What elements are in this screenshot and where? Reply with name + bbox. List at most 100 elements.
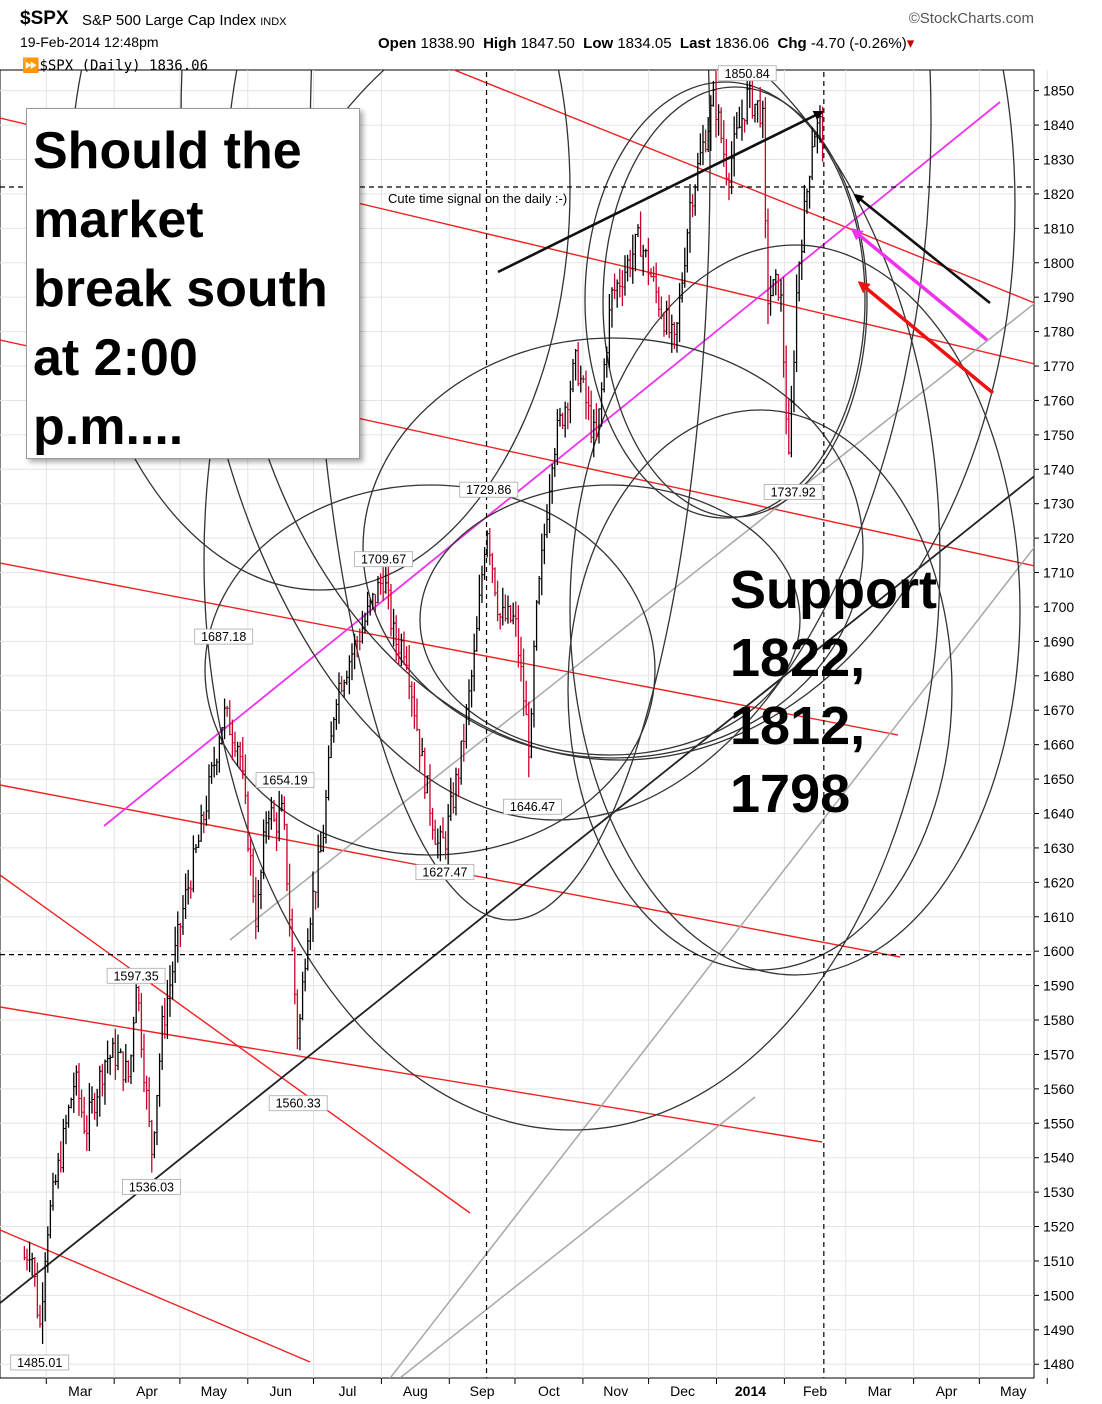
y-tick-label: 1590 [1043, 978, 1074, 994]
x-tick-label: Dec [670, 1383, 695, 1399]
price-label-box [763, 484, 823, 500]
source-credit[interactable]: ©StockCharts.com [908, 10, 1034, 27]
black-pointer-arrow [853, 193, 991, 305]
high-value: 1847.50 [520, 35, 575, 52]
y-tick-label: 1520 [1043, 1219, 1074, 1235]
price-label: 1485.01 [17, 1356, 62, 1370]
x-tick-label: May [1000, 1383, 1026, 1399]
price-label: 1597.35 [113, 969, 158, 983]
price-label-box [415, 864, 475, 881]
y-tick-label: 1550 [1043, 1115, 1074, 1131]
price-label: 1729.86 [466, 483, 511, 497]
time-signal-note: Cute time signal on the daily :-) [388, 191, 567, 206]
y-tick-label: 1800 [1043, 255, 1074, 271]
pink-pointer-arrow [850, 228, 989, 342]
price-label-box [503, 798, 562, 815]
symbol: $SPX [20, 8, 69, 29]
price-label: 1850.84 [725, 67, 770, 81]
y-tick-label: 1740 [1043, 461, 1074, 477]
y-tick-label: 1810 [1043, 220, 1074, 236]
y-tick-label: 1840 [1043, 117, 1074, 133]
y-tick-label: 1630 [1043, 840, 1074, 856]
price-label: 1536.03 [129, 1180, 174, 1194]
y-tick-label: 1580 [1043, 1012, 1074, 1028]
series-label-text: $SPX (Daily) 1836.06 [39, 58, 209, 74]
series-label: ⏩$SPX (Daily) 1836.06 [22, 58, 208, 74]
chg-value: -4.70 (-0.26%) [810, 35, 907, 52]
price-label: 1737.92 [771, 485, 816, 499]
support-levels: Support 1822, 1812, 1798 [730, 560, 937, 824]
note-text: Should the market break south at 2:00 p.… [33, 122, 328, 456]
y-tick-label: 1480 [1043, 1356, 1074, 1372]
last-label: Last [679, 35, 711, 52]
legend-icon: ⏩ [22, 58, 40, 74]
y-tick-label: 1690 [1043, 633, 1074, 649]
x-tick-label: 2014 [735, 1383, 766, 1399]
y-tick-label: 1500 [1043, 1287, 1074, 1303]
y-tick-label: 1660 [1043, 737, 1074, 753]
note-box: Should the market break south at 2:00 p.… [26, 108, 360, 459]
x-tick-label: Mar [868, 1383, 892, 1399]
price-label: 1560.33 [276, 1097, 321, 1111]
y-tick-label: 1530 [1043, 1184, 1074, 1200]
y-tick-label: 1780 [1043, 324, 1074, 340]
y-tick-label: 1490 [1043, 1322, 1074, 1338]
y-tick-label: 1600 [1043, 943, 1074, 959]
y-tick-label: 1830 [1043, 151, 1074, 167]
index-name: S&P 500 Large Cap Index INDX [82, 12, 286, 29]
timestamp: 19-Feb-2014 12:48pm [20, 34, 159, 50]
high-label: High [483, 35, 517, 52]
low-value: 1834.05 [617, 35, 672, 52]
open-label: Open [378, 35, 417, 52]
y-tick-label: 1670 [1043, 702, 1074, 718]
price-label-box [459, 481, 519, 498]
x-axis: Mar Apr May Jun Jul Aug Sep Oct Nov Dec 2014 Feb Mar… [45, 1378, 1048, 1399]
last-value: 1836.06 [714, 35, 770, 52]
y-tick-label: 1610 [1043, 909, 1074, 925]
y-tick-label: 1650 [1043, 771, 1074, 787]
price-label-box [717, 65, 777, 82]
x-tick-label: Sep [470, 1383, 495, 1399]
x-tick-label: Aug [403, 1383, 428, 1399]
y-tick-label: 1640 [1043, 805, 1074, 821]
up-arrow [497, 110, 824, 274]
price-labels: 1485.01 1597.35 1536.03 1687.18 1654.19 1560.… [10, 65, 823, 1371]
y-tick-label: 1680 [1043, 668, 1074, 684]
chg-label: Chg [777, 35, 807, 52]
y-tick-label: 1540 [1043, 1150, 1074, 1166]
y-tick-label: 1570 [1043, 1046, 1074, 1062]
price-label-box [194, 628, 254, 645]
y-tick-label: 1560 [1043, 1081, 1074, 1097]
y-tick-label: 1510 [1043, 1253, 1074, 1269]
x-tick-label: May [201, 1383, 227, 1399]
red-pointer-arrow [857, 281, 995, 395]
x-tick-label: Oct [538, 1383, 560, 1399]
price-label-box [10, 1354, 70, 1371]
y-tick-label: 1820 [1043, 186, 1074, 202]
x-tick-label: Feb [803, 1383, 827, 1399]
x-tick-label: Nov [603, 1383, 628, 1399]
y-axis: 1480 1490 1500 1510 1520 1530 1540 1550 1560 1570… [1034, 83, 1074, 1372]
open-value: 1838.90 [420, 35, 475, 52]
price-label: 1687.18 [201, 630, 246, 644]
y-tick-label: 1720 [1043, 530, 1074, 546]
x-tick-label: Apr [136, 1383, 158, 1399]
price-label: 1646.47 [510, 800, 555, 814]
index-name-text: S&P 500 Large Cap Index [82, 12, 257, 29]
exchange: INDX [260, 16, 287, 28]
y-tick-label: 1760 [1043, 392, 1074, 408]
price-label-box [255, 772, 315, 789]
y-tick-label: 1850 [1043, 83, 1074, 99]
price-label-box [268, 1095, 328, 1112]
down-triangle-icon: ▾ [906, 35, 915, 52]
price-label: 1627.47 [422, 866, 467, 880]
x-tick-label: Jul [338, 1383, 356, 1399]
price-label-box [122, 1178, 181, 1195]
price-label: 1709.67 [361, 553, 406, 567]
low-label: Low [583, 35, 614, 52]
annotation-arrows [497, 110, 995, 395]
y-tick-label: 1790 [1043, 289, 1074, 305]
x-tick-label: Apr [936, 1383, 958, 1399]
price-label: 1654.19 [262, 774, 307, 788]
ohlc-bar: Open 1838.90 High 1847.50 Low 1834.05 La… [378, 34, 914, 52]
